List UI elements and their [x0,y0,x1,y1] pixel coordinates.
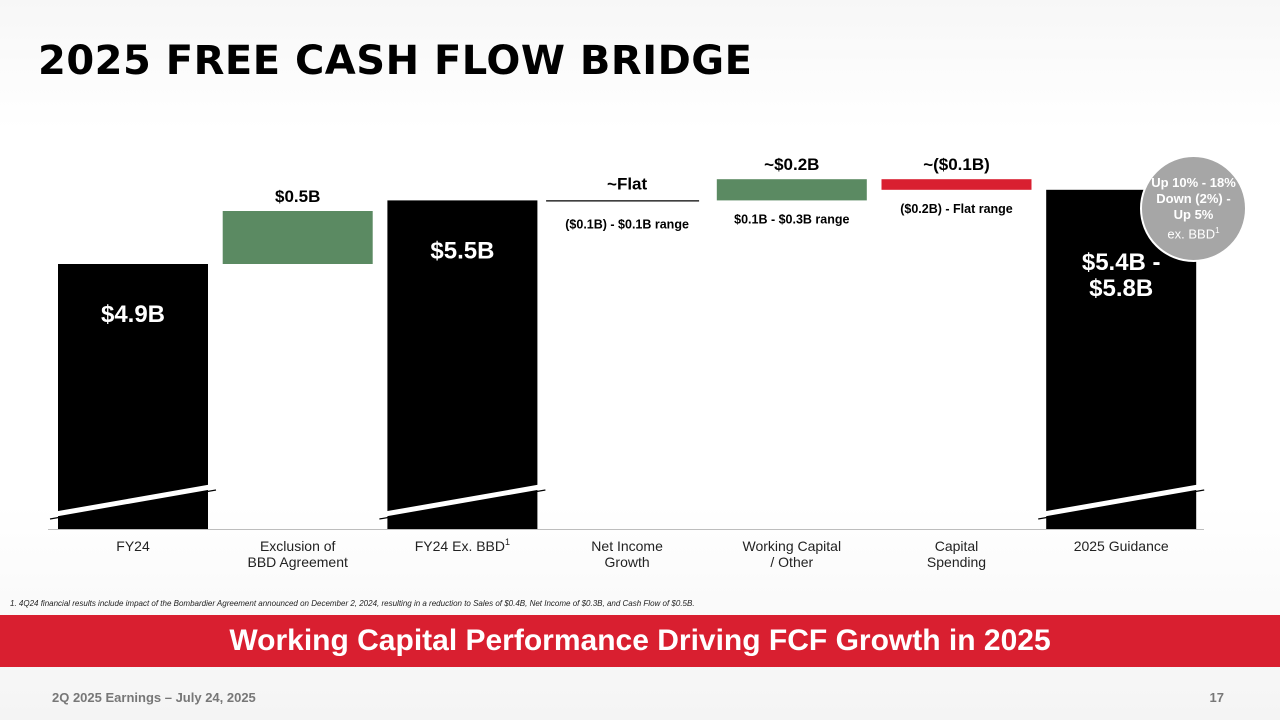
axis-break-7 [1037,483,1205,518]
badge-line-3: Up 5% [1173,206,1214,222]
bar-value-label-5: ~$0.2B [764,155,819,174]
bar-range-label-6: ($0.2B) - Flat range [900,202,1013,216]
bar-value-label-3: $5.5B [430,237,494,264]
badge-line-2: Down (2%) - [1156,190,1231,206]
category-label-5: Working Capital / Other [743,538,842,570]
badge-line-4: ex. BBD1 [1167,225,1220,242]
fcf-bridge-chart: $4.9B FY24 $0.5B Exclusion of BBD Agreement $… [48,155,1205,570]
bar-value-label-6: ~($0.1B) [923,155,990,174]
footer-event: 2Q 2025 Earnings – July 24, 2025 [52,690,256,705]
axis-break-1 [49,483,217,518]
category-label-2: Exclusion of BBD Agreement [248,538,348,570]
axis-break-3 [378,483,546,518]
category-label-6: Capital Spending [927,538,986,570]
footnote: 1. 4Q24 financial results include impact… [10,599,695,608]
bar-6 [881,179,1032,190]
bar-3 [387,200,538,529]
category-label-7: 2025 Guidance [1074,538,1169,554]
axis-break-edge-1 [49,489,217,520]
bar-5 [716,179,867,201]
category-label-4: Net Income Growth [591,538,663,570]
growth-badge: Up 10% - 18% Down (2%) - Up 5% ex. BBD1 [1140,155,1247,262]
category-label-1: FY24 [116,538,150,554]
axis-break-edge-7 [1038,489,1205,520]
bar-range-label-5: $0.1B - $0.3B range [734,212,849,226]
page-title: 2025 FREE CASH FLOW BRIDGE [38,38,753,84]
bar-value-label-1: $4.9B [101,301,165,328]
axis-break-edge-3 [379,489,546,520]
bar-value-label-2: $0.5B [275,187,320,206]
category-label-3: FY24 Ex. BBD1 [415,537,510,554]
page-number: 17 [1209,690,1224,705]
bar-2 [222,211,373,264]
bar-1 [58,264,208,529]
bar-value-label-4: ~Flat [607,174,647,193]
takeaway-banner: Working Capital Performance Driving FCF … [0,615,1280,667]
bar-value-label-7: $5.4B -$5.8B [1082,249,1161,302]
bar-range-label-4: ($0.1B) - $0.1B range [565,217,689,231]
badge-line-1: Up 10% - 18% [1151,174,1236,190]
